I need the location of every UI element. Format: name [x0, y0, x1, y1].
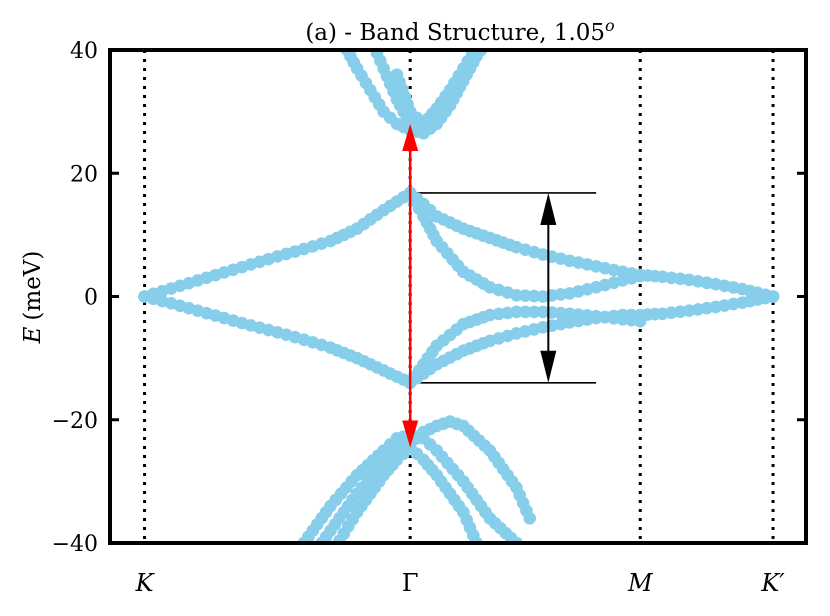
y-tick-label-0: 40	[70, 39, 98, 64]
chart-title: (a) - Band Structure, 1.05o	[305, 16, 614, 46]
band-3-fill-5-2	[527, 289, 541, 303]
band-5-fill-5-2	[527, 305, 541, 319]
band-3	[403, 186, 647, 303]
x-tick-label-3: K′	[760, 569, 785, 597]
chart-title-superscript: o	[605, 16, 615, 35]
red-transition-arrow-head-down	[402, 420, 419, 448]
band-5-fill-5-1	[518, 305, 532, 319]
band-8-fill-9-3	[480, 555, 493, 568]
y-axis: 40 20 0 −20 −40	[52, 39, 806, 557]
arrows	[402, 123, 557, 448]
black-bandwidth-arrow	[540, 192, 557, 383]
band-8-fill-0-4	[315, 561, 328, 574]
band-8-fill-0-1	[302, 580, 315, 593]
band-8	[298, 441, 497, 599]
x-axis: K Γ M K′	[135, 569, 786, 597]
band-points	[138, 50, 780, 599]
band-7-point-0	[298, 561, 311, 574]
x-tick-label-1: Γ	[402, 569, 419, 597]
reference-lines	[410, 192, 597, 384]
band-3-point-5	[510, 288, 523, 302]
band-1	[138, 290, 417, 390]
band-8-point-0	[298, 586, 311, 599]
band-8-fill-0-2	[306, 574, 319, 587]
band-3-point-10	[633, 269, 647, 283]
band-8-fill-9-2	[477, 549, 490, 562]
x-tick-label-2: M	[627, 569, 654, 597]
band-7-point-12	[523, 512, 537, 525]
band-8-fill-0-5	[320, 555, 333, 568]
band-5-point-5	[510, 305, 523, 319]
band-8-point-1	[324, 549, 337, 562]
band-3-fill-5-1	[518, 289, 532, 302]
band-7-fill-0-2	[306, 549, 319, 562]
red-transition-arrow-head-up	[402, 123, 419, 151]
y-tick-label-4: −40	[52, 532, 98, 557]
black-bandwidth-arrow-head-up	[540, 192, 557, 225]
band-5-point-10	[633, 314, 647, 328]
y-tick-label-3: −20	[52, 409, 98, 434]
y-axis-label-symbol: E	[20, 326, 46, 344]
band-0	[138, 186, 417, 303]
band-7	[298, 415, 537, 574]
red-transition-arrow	[402, 123, 419, 448]
black-bandwidth-arrow-head-down	[540, 350, 557, 383]
band-5	[403, 305, 647, 390]
chart-title-main: (a) - Band Structure, 1.05	[305, 20, 605, 46]
band-4-point-15	[766, 290, 780, 303]
x-tick-label-0: K	[135, 569, 156, 597]
y-axis-label-unit: (meV)	[20, 251, 46, 321]
band-4	[403, 290, 780, 390]
band-8-point-10	[484, 561, 497, 574]
y-tick-label-2: 0	[84, 286, 98, 311]
y-axis-label: E (meV)	[20, 251, 46, 345]
band-6-point-11	[523, 549, 536, 562]
band-8-fill-0-3	[311, 568, 324, 581]
y-tick-label-1: 20	[70, 162, 98, 187]
band-7-fill-0-1	[302, 555, 315, 568]
